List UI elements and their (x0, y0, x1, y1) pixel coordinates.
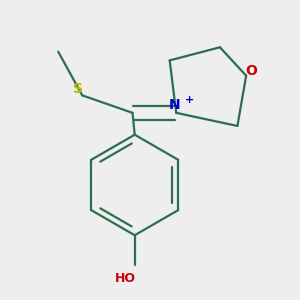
Text: HO: HO (115, 272, 136, 285)
Text: N: N (169, 98, 181, 112)
Text: S: S (73, 82, 83, 96)
Text: O: O (245, 64, 257, 78)
Text: +: + (185, 95, 194, 105)
